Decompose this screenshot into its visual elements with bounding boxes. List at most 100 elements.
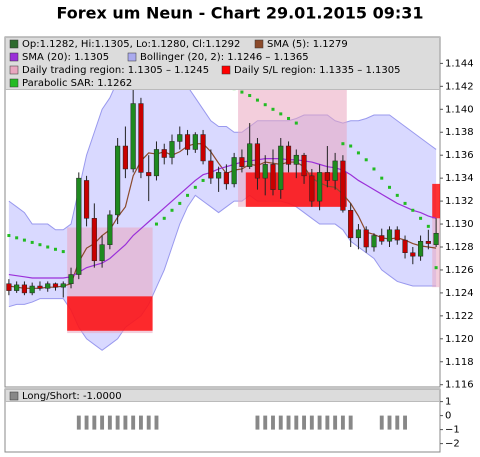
sar-dot	[364, 158, 368, 162]
sar-dot	[46, 245, 50, 249]
candle-body	[68, 274, 74, 284]
legend-label: Bollinger (20, 2): 1.1246 – 1.1365	[140, 52, 309, 63]
bar	[309, 415, 314, 430]
candle-body	[379, 235, 385, 242]
bar	[302, 415, 307, 430]
candle-body	[146, 172, 152, 177]
candle-body	[60, 283, 66, 288]
sar-dot	[178, 201, 182, 205]
sar-dot	[170, 208, 174, 212]
sar-dot	[15, 236, 19, 240]
candle-body	[418, 241, 424, 257]
bar	[146, 415, 151, 430]
bar	[76, 415, 81, 430]
y-tick-label: 1.116	[445, 380, 474, 391]
candle-body	[386, 229, 393, 242]
plot-area	[6, 51, 440, 351]
candle-body	[332, 160, 338, 181]
bar	[84, 415, 89, 430]
sar-dot	[193, 185, 197, 189]
sar-dot	[162, 216, 166, 220]
y-tick-label: 1.122	[445, 311, 474, 322]
bar	[107, 415, 112, 430]
bar	[325, 415, 330, 430]
sar-dot	[341, 142, 345, 146]
bar	[263, 415, 268, 430]
candle-body	[324, 172, 330, 181]
sar-dot	[38, 243, 42, 247]
candle-body	[348, 210, 354, 239]
y-tick-label: 1.132	[445, 196, 474, 207]
candle-body	[301, 154, 307, 177]
candle-body	[340, 160, 346, 211]
legend-swatch	[9, 52, 19, 62]
sar-dot	[287, 116, 291, 120]
legend-swatch	[9, 65, 19, 75]
y-tick-label: 1.140	[445, 104, 474, 115]
candle-body	[29, 285, 35, 294]
sar-dot	[61, 250, 65, 254]
sar-dot	[426, 224, 430, 228]
bar	[403, 415, 407, 430]
candle-body	[161, 149, 167, 158]
sar-dot	[434, 266, 438, 270]
candle-body	[6, 283, 12, 291]
candle-body	[192, 134, 198, 150]
bar	[154, 415, 159, 430]
candle-body	[239, 157, 245, 167]
bar	[286, 415, 291, 430]
candle-body	[247, 143, 253, 167]
candle-body	[254, 143, 261, 179]
legend-box	[5, 37, 440, 90]
bar	[348, 415, 353, 430]
region	[432, 218, 440, 288]
y-tick-label: −1	[445, 425, 460, 436]
candle-body	[115, 145, 121, 216]
y-tick-label: 1.118	[445, 357, 474, 368]
candle-body	[107, 214, 113, 245]
candle-body	[76, 177, 82, 275]
candle-body	[37, 285, 43, 289]
y-tick-label: 1.144	[445, 58, 474, 69]
sar-dot	[294, 121, 298, 125]
sar-dot	[356, 151, 360, 155]
bar	[138, 415, 143, 430]
candle-body	[21, 284, 27, 294]
y-tick-label: 0	[445, 411, 451, 422]
candle-body	[425, 241, 431, 244]
region	[432, 183, 440, 219]
candle-body	[122, 145, 128, 170]
candle-body	[99, 244, 105, 262]
candle-body	[355, 229, 362, 239]
y-tick-label: 1.136	[445, 150, 474, 161]
candle-body	[363, 229, 369, 248]
candle-body	[177, 134, 183, 142]
bar	[387, 415, 392, 430]
y-tick-label: 1.124	[445, 288, 474, 299]
candle-body	[200, 134, 206, 162]
candle-body	[402, 239, 408, 253]
bar	[123, 415, 128, 430]
candle-body	[371, 235, 377, 248]
y-tick-label: 1.126	[445, 265, 474, 276]
candle-body	[138, 103, 144, 173]
sar-dot	[186, 193, 190, 197]
bar	[333, 415, 338, 430]
bar	[100, 415, 105, 430]
y-tick-label: −2	[445, 439, 460, 450]
sar-dot	[263, 103, 267, 107]
bar	[271, 415, 275, 430]
candle-body	[184, 134, 191, 150]
y-tick-label: 1.134	[445, 173, 474, 184]
legend-label: Daily S/L region: 1.1335 – 1.1305	[234, 65, 400, 76]
bar	[317, 415, 322, 430]
legend-label: Long/Short: -1.0000	[22, 391, 122, 402]
sar-dot	[201, 178, 205, 182]
y-tick-label: 1.130	[445, 219, 474, 230]
legend-label: Daily trading region: 1.1305 – 1.1245	[22, 65, 209, 76]
candle-body	[153, 149, 160, 177]
candle-body	[231, 157, 237, 185]
y-tick-label: 1.120	[445, 334, 474, 345]
y-tick-label: 1.128	[445, 242, 474, 253]
